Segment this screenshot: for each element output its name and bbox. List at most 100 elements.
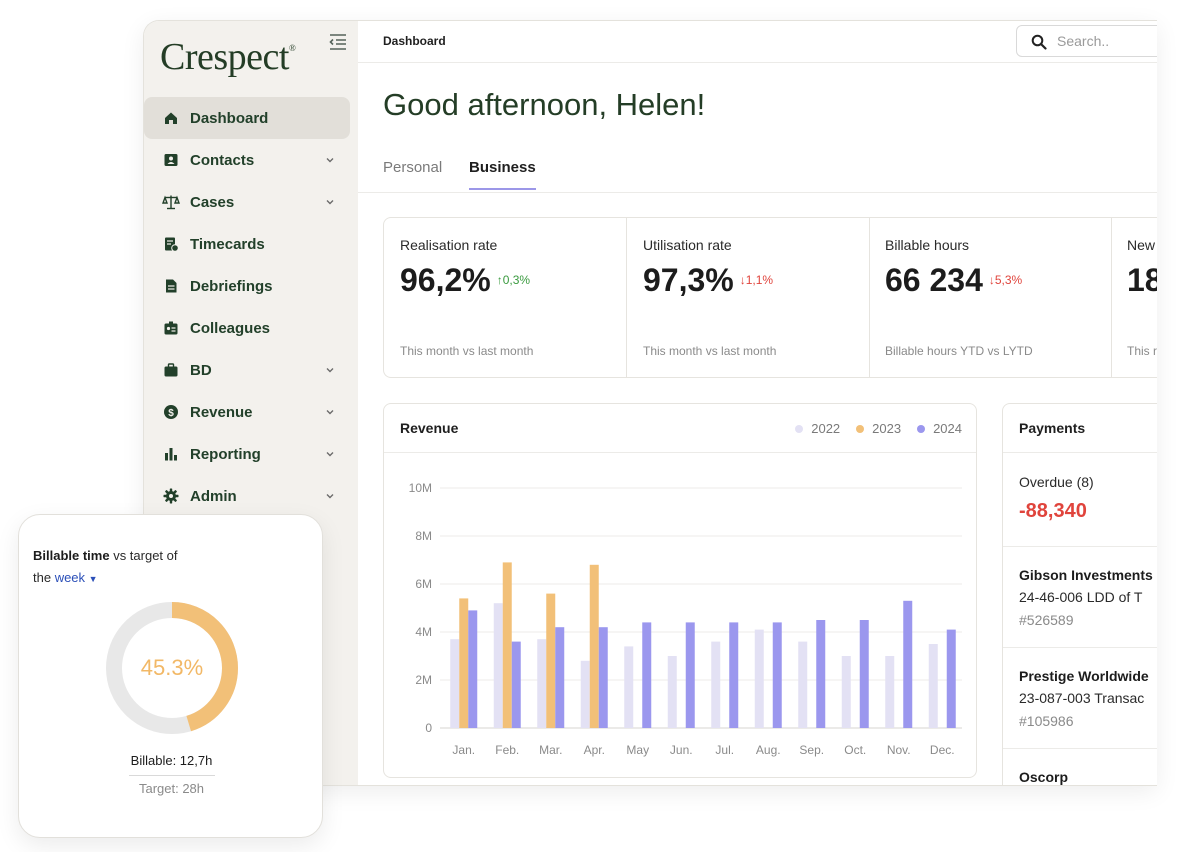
- chevron-down-icon[interactable]: [324, 363, 336, 375]
- bar-2023-feb: [502, 562, 512, 728]
- kpi-strip: Realisation rate 96,2% ↑0,3% This month v…: [383, 217, 1157, 378]
- payment-description: 23-087-003 Transac: [1019, 690, 1145, 706]
- progress-donut: [106, 602, 238, 734]
- x-tick-label: Sep.: [799, 743, 824, 757]
- briefcase-icon: [162, 361, 180, 379]
- registered-mark: ®: [288, 43, 296, 53]
- bar-2022-feb: [493, 603, 503, 728]
- bar-2024-mar: [555, 627, 565, 728]
- brand-logo[interactable]: Crespect®: [160, 35, 296, 79]
- bar-2024-sep: [816, 620, 826, 728]
- billable-hours-label: Billable: 12,7h: [130, 753, 213, 768]
- sidebar-item-bd[interactable]: BD: [144, 349, 350, 391]
- bar-2024-nov: [903, 600, 913, 728]
- y-tick-label: 0: [425, 721, 432, 735]
- bar-2022-oct: [841, 656, 851, 728]
- sidebar-item-label: Dashboard: [190, 109, 269, 127]
- search-box[interactable]: [1016, 25, 1157, 57]
- greeting-heading: Good afternoon, Helen!: [383, 87, 706, 122]
- kpi-card-utilisation[interactable]: Utilisation rate 97,3% ↓1,1% This month v…: [627, 218, 870, 377]
- chart-legend: 2022 2023 2024: [795, 421, 962, 436]
- legend-item-2023[interactable]: 2023: [856, 421, 901, 436]
- search-input[interactable]: [1057, 33, 1157, 49]
- bar-2022-aug: [754, 629, 764, 728]
- divider: [1003, 748, 1157, 749]
- bar-2022-nov: [885, 656, 895, 728]
- main-content: Dashboard Good afternoon, Helen! Persona…: [358, 21, 1157, 785]
- kpi-caption: Billable hours YTD vs LYTD: [885, 344, 1033, 358]
- kpi-card-billable-hours[interactable]: Billable hours 66 234 ↓5,3% Billable hour…: [869, 218, 1112, 377]
- y-tick-label: 2M: [415, 673, 432, 687]
- sidebar-item-admin[interactable]: Admin: [144, 475, 350, 517]
- x-tick-label: Jun.: [670, 743, 693, 757]
- document-icon: [162, 277, 180, 295]
- legend-label: 2023: [872, 421, 902, 436]
- divider: [1003, 452, 1157, 453]
- payments-card: Payments Overdue (8) -88,340 Gibson Inve…: [1002, 403, 1157, 785]
- legend-swatch: [917, 424, 926, 433]
- donut-progress-arc: [106, 602, 238, 734]
- payment-client-name[interactable]: Oscorp: [1019, 769, 1069, 785]
- sidebar-item-label: Cases: [190, 193, 235, 211]
- tab-bar: Personal Business: [358, 157, 1157, 193]
- legend-item-2022[interactable]: 2022: [795, 421, 840, 436]
- chevron-down-icon[interactable]: [324, 405, 336, 417]
- bar-2023-jan: [459, 598, 469, 728]
- legend-swatch: [856, 424, 865, 433]
- sidebar-item-reporting[interactable]: Reporting: [144, 433, 350, 475]
- collapse-sidebar-icon[interactable]: [328, 33, 348, 51]
- sidebar-item-label: Revenue: [190, 403, 253, 421]
- x-tick-label: Apr.: [584, 743, 605, 757]
- payment-client-name[interactable]: Prestige Worldwide: [1019, 668, 1149, 684]
- y-tick-label: 4M: [415, 625, 432, 639]
- divider: [384, 452, 976, 453]
- legend-item-2024[interactable]: 2024: [917, 421, 962, 436]
- sidebar-item-revenue[interactable]: $ Revenue: [144, 391, 350, 433]
- sidebar-item-label: Reporting: [190, 445, 261, 463]
- timecard-icon: [162, 235, 180, 253]
- chevron-down-icon[interactable]: [324, 447, 336, 459]
- bar-2024-oct: [859, 620, 869, 728]
- bar-2022-sep: [798, 641, 808, 728]
- revenue-title: Revenue: [400, 420, 459, 436]
- kpi-value: 18: [1127, 262, 1157, 298]
- chevron-down-icon[interactable]: [324, 195, 336, 207]
- bar-2023-mar: [546, 593, 556, 728]
- bar-2024-dec: [946, 629, 956, 728]
- sidebar-item-dashboard[interactable]: Dashboard: [144, 97, 350, 139]
- dollar-icon: $: [162, 403, 180, 421]
- y-tick-label: 6M: [415, 577, 432, 591]
- chevron-down-icon[interactable]: [324, 489, 336, 501]
- payment-client-name[interactable]: Gibson Investments: [1019, 567, 1153, 583]
- kpi-label: Utilisation rate: [643, 237, 732, 253]
- kpi-card-new[interactable]: New 18 This r: [1111, 218, 1157, 377]
- kpi-card-realisation[interactable]: Realisation rate 96,2% ↑0,3% This month v…: [384, 218, 627, 377]
- sidebar-item-contacts[interactable]: Contacts: [144, 139, 350, 181]
- y-tick-label: 8M: [415, 529, 432, 543]
- sidebar-item-debriefings[interactable]: Debriefings: [144, 265, 350, 307]
- sidebar-item-timecards[interactable]: Timecards: [144, 223, 350, 265]
- kpi-value: 97,3% ↓1,1%: [643, 262, 774, 298]
- legend-label: 2022: [811, 421, 841, 436]
- kpi-label: Realisation rate: [400, 237, 498, 253]
- home-icon: [162, 109, 180, 127]
- x-tick-label: Jan.: [452, 743, 475, 757]
- breadcrumb[interactable]: Dashboard: [383, 34, 446, 48]
- overdue-amount: -88,340: [1019, 500, 1087, 522]
- bar-2022-mar: [537, 639, 547, 728]
- kpi-delta: ↑0,3%: [496, 272, 531, 287]
- tab-business[interactable]: Business: [469, 159, 536, 190]
- overdue-label: Overdue (8): [1019, 474, 1094, 490]
- brand-name: Crespect: [160, 36, 289, 78]
- sidebar-item-colleagues[interactable]: Colleagues: [144, 307, 350, 349]
- tab-personal[interactable]: Personal: [383, 159, 443, 176]
- kpi-delta: ↓5,3%: [988, 272, 1023, 287]
- sidebar-nav: Dashboard Contacts Cases Timecards Debriefin…: [144, 97, 358, 517]
- chevron-down-icon[interactable]: [324, 153, 336, 165]
- payment-reference: #105986: [1019, 713, 1074, 729]
- period-dropdown[interactable]: week ▼: [54, 570, 98, 585]
- bar-2024-jul: [729, 622, 739, 728]
- divider: [1003, 546, 1157, 547]
- bar-2024-jan: [468, 610, 478, 728]
- sidebar-item-cases[interactable]: Cases: [144, 181, 350, 223]
